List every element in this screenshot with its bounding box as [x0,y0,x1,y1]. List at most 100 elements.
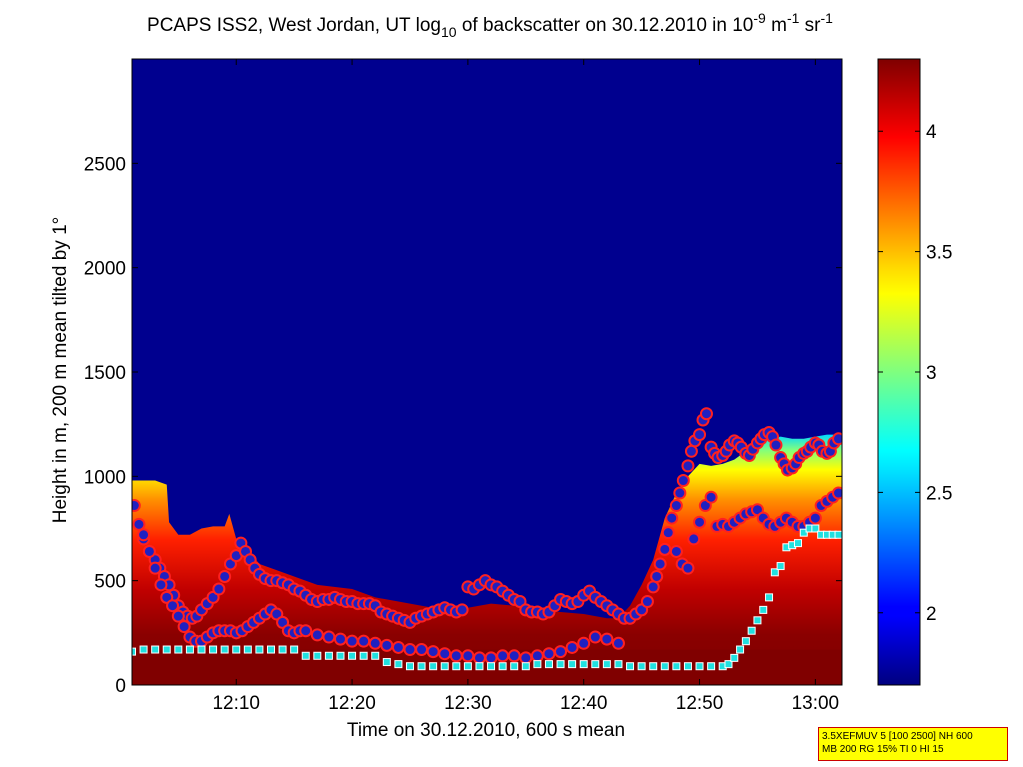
red-circle-marker [640,595,654,609]
cyan-square-marker [724,660,733,669]
cyan-square-marker [556,660,565,669]
cyan-square-marker [220,645,229,654]
cyan-square-marker [498,662,507,671]
cyan-square-marker [521,662,530,671]
cyan-square-marker [614,660,623,669]
red-circle-marker [461,649,475,663]
red-circle-marker [699,407,713,421]
red-circle-marker [310,628,324,642]
red-circle-marker [681,459,695,473]
red-circle-marker [496,649,510,663]
red-circle-marker [832,432,842,446]
x-tick-label: 12:20 [328,693,376,714]
red-circle-marker [588,630,602,644]
red-circle-marker [693,515,707,529]
red-circle-marker [507,649,521,663]
red-circle-marker [554,645,568,659]
cyan-square-marker [151,645,160,654]
y-tick-label: 500 [94,572,126,593]
red-circle-marker [650,569,664,583]
cyan-square-marker [747,626,756,635]
red-circle-marker [438,647,452,661]
cyan-square-marker [683,662,692,671]
detected-layer-markers [132,407,842,671]
red-circle-marker [391,640,405,654]
cyan-square-marker [266,645,275,654]
x-tick-label: 12:40 [560,693,608,714]
cyan-square-marker [440,662,449,671]
y-axis-label: Height in m, 200 m mean tilted by 1° [50,217,71,523]
cyan-square-marker [793,539,802,548]
cyan-square-marker [278,645,287,654]
red-circle-marker [154,578,168,592]
cyan-square-marker [660,662,669,671]
red-circle-marker [171,609,185,623]
red-circle-marker [345,634,359,648]
x-tick-label: 12:30 [444,693,492,714]
cyan-square-marker [776,562,785,571]
red-circle-marker [368,636,382,650]
layer-fill [132,434,842,685]
cyan-square-marker [649,662,658,671]
cyan-square-marker [209,645,218,654]
cyan-square-marker [672,662,681,671]
y-tick-label: 0 [115,676,126,697]
cyan-square-marker [475,662,484,671]
cyan-square-marker [139,645,148,654]
cyan-square-marker [359,651,368,660]
config-line-2: MB 200 RG 15% TI 0 HI 15 [822,744,944,755]
red-circle-marker [403,643,417,657]
cyan-square-marker [753,616,762,625]
cyan-square-marker [759,605,768,614]
red-circle-marker [137,528,151,542]
red-circle-marker [455,603,469,617]
red-circle-marker [673,486,687,500]
cyan-square-marker [197,645,206,654]
cyan-square-marker [770,568,779,577]
red-circle-marker [661,526,675,540]
cyan-square-marker [544,660,553,669]
cyan-square-marker [255,645,264,654]
red-circle-marker [646,580,660,594]
red-circle-marker [212,582,226,596]
red-circle-marker [322,630,336,644]
red-circle-marker [693,428,707,442]
x-tick-label: 12:10 [212,693,260,714]
x-axis-ticks: 12:10 12:20 12:30 12:40 12:50 13:00 [212,59,839,714]
cyan-square-marker [382,658,391,667]
red-circle-marker [600,632,614,646]
cyan-square-marker [510,662,519,671]
red-circle-marker [611,636,625,650]
colorbar-ticks: 2 2.5 3 3.5 4 [878,122,952,625]
cyan-square-marker [290,645,299,654]
red-circle-marker [669,544,683,558]
red-circle-marker [299,624,313,638]
cyan-square-marker [232,645,241,654]
cyan-square-marker [394,660,403,669]
red-circle-marker [484,651,498,665]
red-circle-marker [519,651,533,665]
x-tick-label: 12:50 [676,693,724,714]
cyan-square-marker [417,662,426,671]
cyan-square-marker [799,528,808,537]
cyan-square-marker [429,662,438,671]
red-circle-marker [676,474,690,488]
cyan-square-marker [741,637,750,646]
red-circle-marker [333,632,347,646]
y-tick-label: 2000 [84,259,126,280]
cyan-square-marker [174,645,183,654]
cyan-square-marker [132,647,136,656]
cyan-square-marker [324,651,333,660]
red-circle-marker [166,599,180,613]
red-circle-marker [426,645,440,659]
red-circle-marker [669,499,683,513]
red-circle-marker [415,643,429,657]
red-circle-marker [808,511,822,525]
cyan-square-marker [162,645,171,654]
cyan-square-marker [736,645,745,654]
red-circle-marker [357,634,371,648]
red-circle-marker [177,620,191,634]
cyan-square-marker [765,593,774,602]
y-tick-label: 1500 [84,363,126,384]
